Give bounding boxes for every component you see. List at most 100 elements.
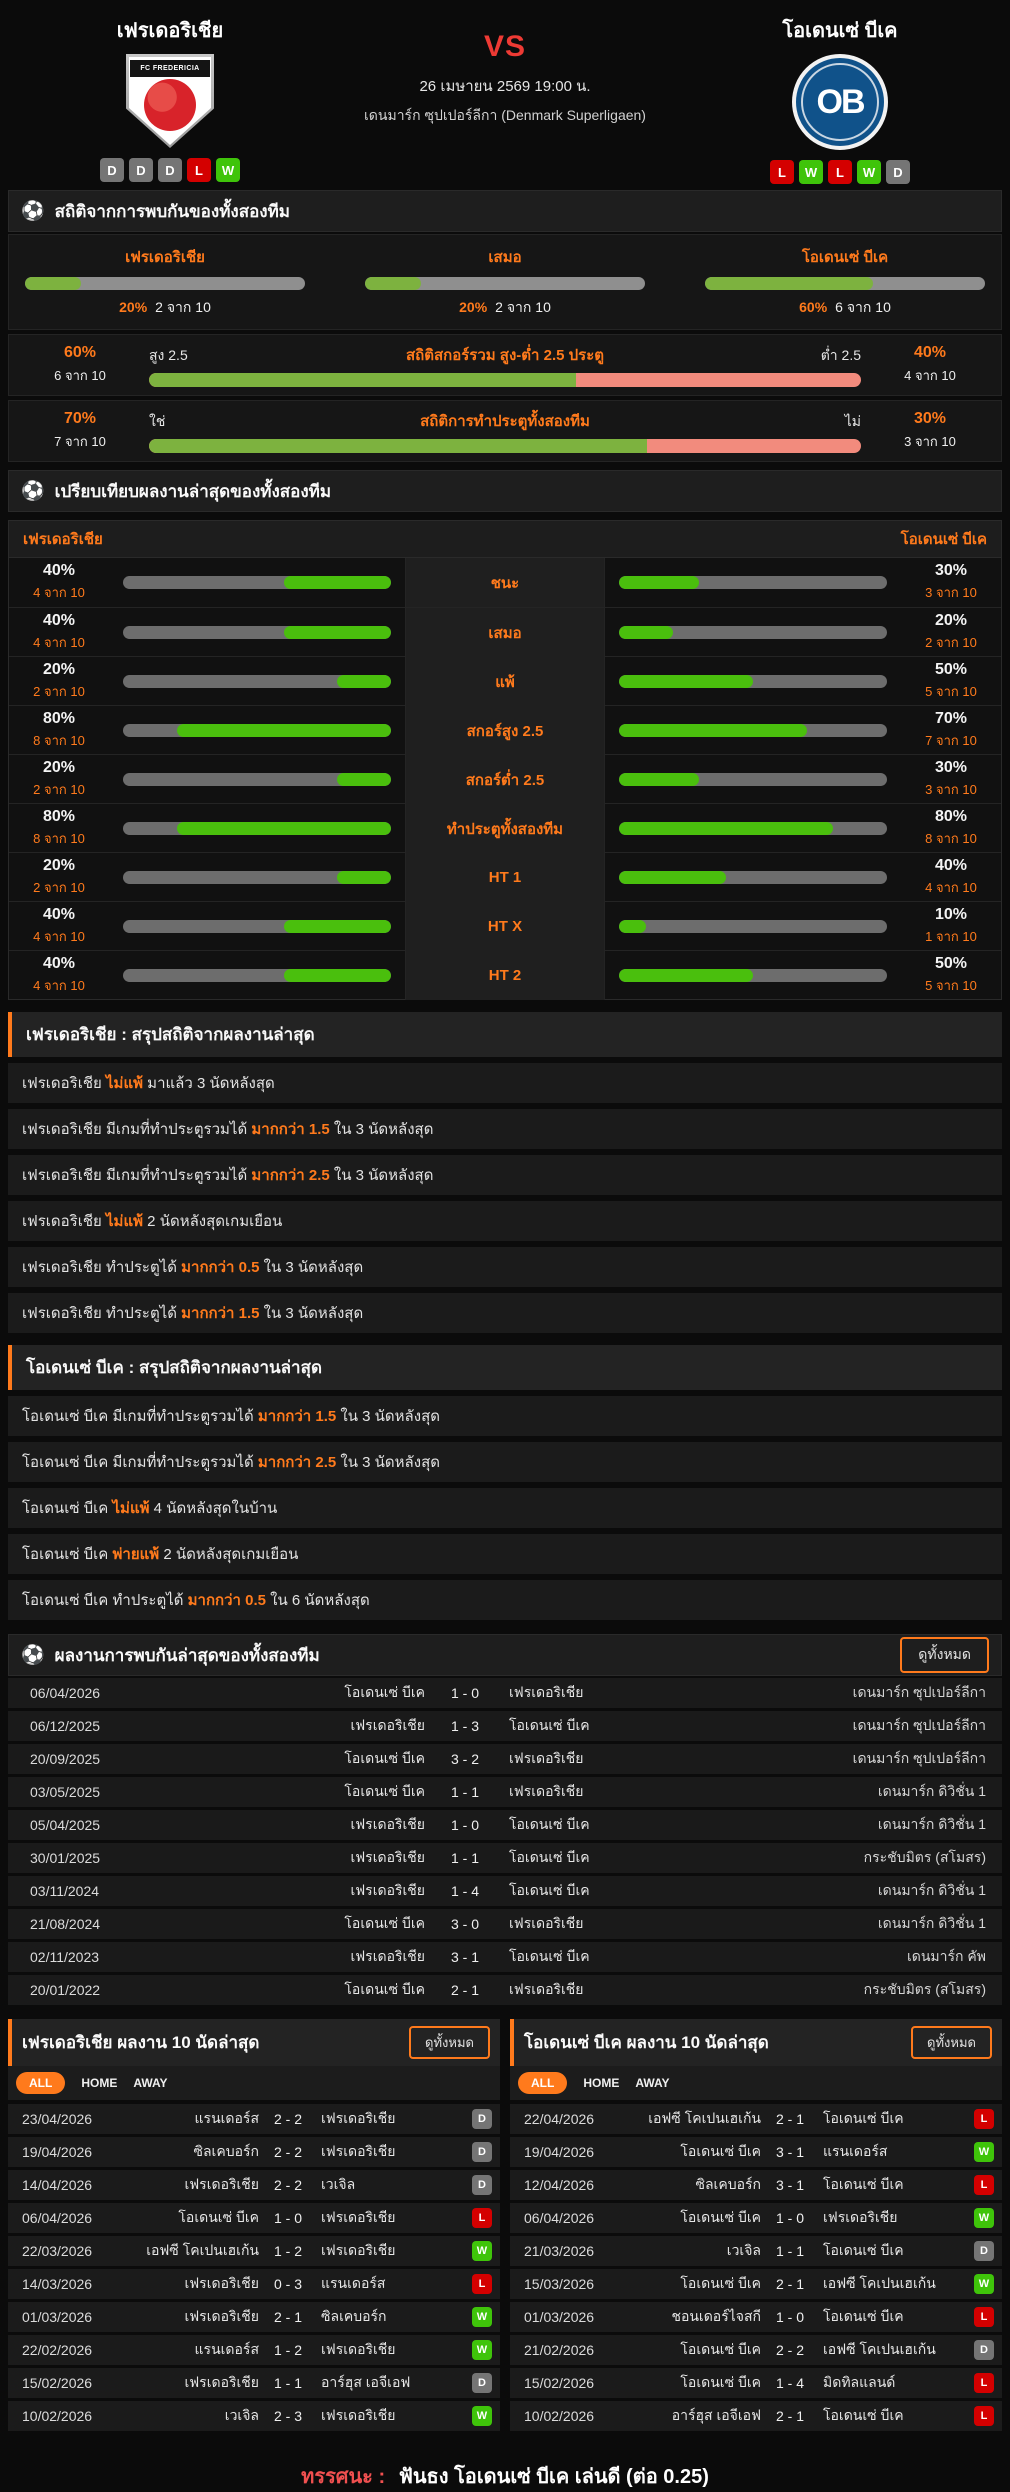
match-date: 19/04/2026 bbox=[524, 2144, 595, 2160]
h2h-view-all-button[interactable]: ดูทั้งหมด bbox=[900, 1637, 989, 1673]
comparison-row: 40% 4 จาก 10 เสมอ 20% 2 จาก 10 bbox=[9, 607, 1001, 657]
comparison-away-barcell bbox=[605, 576, 901, 589]
comparison-home-barcell bbox=[109, 822, 405, 835]
match-home-team: เอฟซี โคเปนเฮเก้น bbox=[648, 2110, 761, 2126]
form-result-badge: D bbox=[886, 160, 910, 184]
outcome-count: 6 จาก 10 bbox=[835, 299, 891, 315]
summary-text: เฟรเดอริเชีย มีเกมที่ทำประตูรวมได้ bbox=[22, 1167, 252, 1184]
match-league: กระชับมิตร (สโมสร) bbox=[863, 1981, 986, 1997]
comparison-row: 20% 2 จาก 10 HT 1 40% 4 จาก 10 bbox=[9, 852, 1001, 902]
tab-away[interactable]: AWAY bbox=[133, 2076, 168, 2090]
tab-all[interactable]: ALL bbox=[16, 2072, 66, 2094]
summary-row: เฟรเดอริเชีย ทำประตูได้ มากกว่า 0.5 ใน 3… bbox=[8, 1247, 1002, 1287]
match-league: เดนมาร์ก ซุปเปอร์ลีกา bbox=[852, 1717, 986, 1733]
match-result-badge: L bbox=[974, 2373, 994, 2393]
summary-text: โอเดนเซ่ บีเค bbox=[22, 1546, 113, 1563]
match-home-team: โอเดนเซ่ บีเค bbox=[680, 2143, 761, 2159]
match-result-cell: L bbox=[966, 2373, 1002, 2393]
comparison-away-pct: 30% bbox=[934, 759, 968, 776]
summary-highlight: มากกว่า 0.5 bbox=[181, 1259, 260, 1276]
tab-all[interactable]: ALL bbox=[518, 2072, 568, 2094]
comparison-home-count: 4 จาก 10 bbox=[33, 978, 85, 993]
h2h-outcome-column: เสมอ 20% 2 จาก 10 bbox=[365, 245, 645, 319]
comparison-away-count: 1 จาก 10 bbox=[925, 929, 977, 944]
summary-text: โอเดนเซ่ บีเค มีเกมที่ทำประตูรวมได้ bbox=[22, 1408, 258, 1425]
summary-text: ใน 3 นัดหลังสุด bbox=[329, 1121, 434, 1138]
match-away-team: อาร์ฮุส เอจีเอฟ bbox=[321, 2374, 411, 2390]
away-form-header: โอเดนเซ่ บีเค ผลงาน 10 นัดล่าสุด ดูทั้งห… bbox=[510, 2019, 1002, 2066]
tab-home[interactable]: HOME bbox=[81, 2076, 118, 2090]
match-home-team: โอเดนเซ่ บีเค bbox=[344, 1750, 425, 1766]
match-score: 2 - 2 bbox=[273, 2177, 302, 2193]
form-match-row: 19/04/2026 ซิลเคบอร์ก 2 - 2 เฟรเดอริเชีย D bbox=[8, 2137, 500, 2167]
form-result-badge: D bbox=[100, 158, 124, 182]
match-home-team: อาร์ฮุส เอจีเอฟ bbox=[671, 2407, 761, 2423]
btts-right-value: 30% 3 จาก 10 bbox=[875, 410, 985, 452]
summary-row: เฟรเดอริเชีย มีเกมที่ทำประตูรวมได้ มากกว… bbox=[8, 1109, 1002, 1149]
comparison-away-barcell bbox=[605, 871, 901, 884]
match-home-team: โอเดนเซ่ บีเค bbox=[680, 2209, 761, 2225]
summary-highlight: ไม่แพ้ bbox=[106, 1213, 144, 1230]
h2h-outcome-column: เฟรเดอริเชีย 20% 2 จาก 10 bbox=[25, 245, 305, 319]
over-pct: 60% bbox=[63, 344, 97, 361]
outcome-bar bbox=[705, 277, 985, 290]
comparison-team-names: เฟรเดอริเชีย โอเดนเซ่ บีเค bbox=[8, 520, 1002, 558]
match-result-badge: D bbox=[472, 2142, 492, 2162]
match-score: 2 - 1 bbox=[775, 2276, 804, 2292]
comparison-home-value: 20% 2 จาก 10 bbox=[9, 857, 109, 898]
match-result-cell: W bbox=[464, 2307, 500, 2327]
form-match-row: 23/04/2026 แรนเดอร์ส 2 - 2 เฟรเดอริเชีย D bbox=[8, 2104, 500, 2134]
h2h-matches-rows: 06/04/2026 โอเดนเซ่ บีเค 1 - 0 เฟรเดอริเชีย… bbox=[0, 1678, 1010, 2005]
h2h-match-row: 06/04/2026 โอเดนเซ่ บีเค 1 - 0 เฟรเดอริเชีย… bbox=[8, 1678, 1002, 1708]
comparison-row-label: HT 2 bbox=[405, 951, 605, 1000]
comparison-away-count: 7 จาก 10 bbox=[925, 733, 977, 748]
away-form-view-all-button[interactable]: ดูทั้งหมด bbox=[911, 2026, 992, 2059]
match-away-team: โอเดนเซ่ บีเค bbox=[509, 1948, 590, 1964]
comparison-away-pct: 80% bbox=[934, 808, 968, 825]
comparison-rows: 40% 4 จาก 10 ชนะ 30% 3 จาก 10 40% 4 จาก 10 เสมอ… bbox=[8, 558, 1002, 1000]
form-match-row: 22/02/2026 แรนเดอร์ส 1 - 2 เฟรเดอริเชีย W bbox=[8, 2335, 500, 2365]
comparison-away-bar bbox=[619, 773, 887, 786]
over-under-bar bbox=[149, 373, 861, 387]
comparison-row: 40% 4 จาก 10 HT 2 50% 5 จาก 10 bbox=[9, 950, 1001, 1000]
match-score: 2 - 1 bbox=[775, 2111, 804, 2127]
comparison-home-pct: 20% bbox=[42, 661, 76, 678]
home-form-view-all-button[interactable]: ดูทั้งหมด bbox=[409, 2026, 490, 2059]
tab-home[interactable]: HOME bbox=[583, 2076, 620, 2090]
match-result-badge: L bbox=[974, 2175, 994, 2195]
match-away-team: เฟรเดอริเชีย bbox=[321, 2341, 396, 2357]
tab-away[interactable]: AWAY bbox=[635, 2076, 670, 2090]
comparison-row-label: สกอร์สูง 2.5 bbox=[405, 706, 605, 755]
match-home-team: เวเจิล bbox=[224, 2407, 259, 2423]
btts-no-count: 3 จาก 10 bbox=[904, 434, 956, 449]
comparison-away-bar bbox=[619, 675, 887, 688]
match-result-cell: D bbox=[966, 2241, 1002, 2261]
h2h-match-row: 05/04/2025 เฟรเดอริเชีย 1 - 0 โอเดนเซ่ บีเค… bbox=[8, 1810, 1002, 1840]
summary-text: 2 นัดหลังสุดเกมเยือน bbox=[159, 1546, 299, 1563]
away-summary-header: โอเดนเซ่ บีเค : สรุปสถิติจากผลงานล่าสุด bbox=[8, 1345, 1002, 1390]
match-score: 1 - 0 bbox=[450, 1685, 479, 1701]
h2h-outcome-column: โอเดนเซ่ บีเค 60% 6 จาก 10 bbox=[705, 245, 985, 319]
comparison-home-value: 40% 4 จาก 10 bbox=[9, 955, 109, 996]
match-result-cell: W bbox=[464, 2340, 500, 2360]
comparison-away-count: 8 จาก 10 bbox=[925, 831, 977, 846]
btts-yes-pct: 70% bbox=[63, 410, 97, 427]
comparison-row-label: เสมอ bbox=[405, 608, 605, 657]
comparison-away-barcell bbox=[605, 626, 901, 639]
form-result-badge: L bbox=[187, 158, 211, 182]
verdict-text: ฟันธง โอเดนเซ่ บีเค เล่นดี (ต่อ 0.25) bbox=[398, 2466, 709, 2488]
over-under-title: สถิติสกอร์รวม สูง-ต่ำ 2.5 ประตู bbox=[405, 347, 605, 364]
summary-row: เฟรเดอริเชีย ไม่แพ้ 2 นัดหลังสุดเกมเยือน bbox=[8, 1201, 1002, 1241]
match-away-team: เฟรเดอริเชีย bbox=[321, 2110, 396, 2126]
home-team-logo: FC FREDERICIA bbox=[126, 54, 214, 148]
match-date: 21/02/2026 bbox=[524, 2342, 595, 2358]
summary-highlight: ไม่แพ้ bbox=[106, 1075, 144, 1092]
match-score: 3 - 2 bbox=[450, 1751, 479, 1767]
comparison-away-value: 50% 5 จาก 10 bbox=[901, 661, 1001, 702]
comparison-away-barcell bbox=[605, 773, 901, 786]
outcome-label: โอเดนเซ่ บีเค bbox=[801, 249, 889, 266]
comparison-away-value: 40% 4 จาก 10 bbox=[901, 857, 1001, 898]
outcome-bar-fill bbox=[25, 277, 81, 290]
